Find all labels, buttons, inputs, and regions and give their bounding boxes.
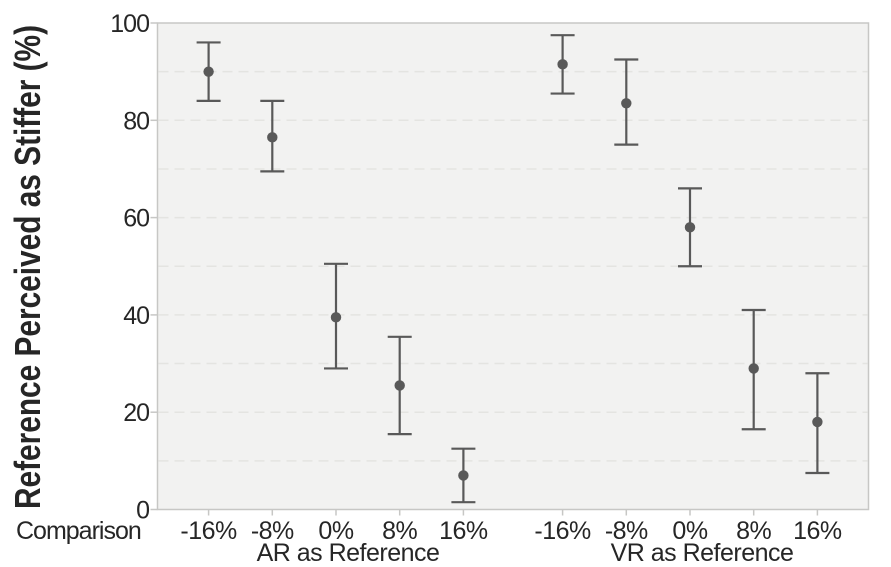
x-tick-label: 8% [382,517,417,545]
data-point [812,416,823,428]
x-tick-label: 16% [793,517,842,545]
plot-frame [156,22,870,511]
x-axis-label: Comparison [16,517,141,545]
data-point [267,132,278,143]
data-point [748,363,759,374]
y-tick-label: 20 [123,399,149,427]
x-tick-label: 8% [736,517,771,545]
plot-area: 0 20 40 60 80 100 -16% -8% 0% 8% 16% -16% -8% 0% 8% 16% [110,10,870,545]
data-point [203,66,214,77]
group-label-ar: AR as Reference [257,539,440,567]
y-tick-label: 80 [123,107,149,135]
y-tick-label: 60 [123,205,149,233]
x-tick-label: -16% [180,517,237,545]
group-label-vr: VR as Reference [611,539,794,567]
y-axis-title: Reference Perceived as Stiffer (%) [7,25,48,509]
x-tick-label: -8% [251,517,294,545]
y-tick-label: 40 [123,302,149,330]
x-tick-label: 0% [672,517,707,545]
data-point [458,470,469,481]
data-point [394,380,405,391]
data-point [621,98,632,109]
x-tick-label: 16% [439,517,488,545]
y-tick-label: 0 [136,497,149,525]
data-point [557,59,568,70]
data-point [684,222,696,233]
x-tick-label: -8% [605,517,648,545]
y-tick-label: 100 [110,10,149,38]
x-tick-label: -16% [534,517,591,545]
x-tick-label: 0% [318,517,353,545]
data-point [330,312,342,323]
